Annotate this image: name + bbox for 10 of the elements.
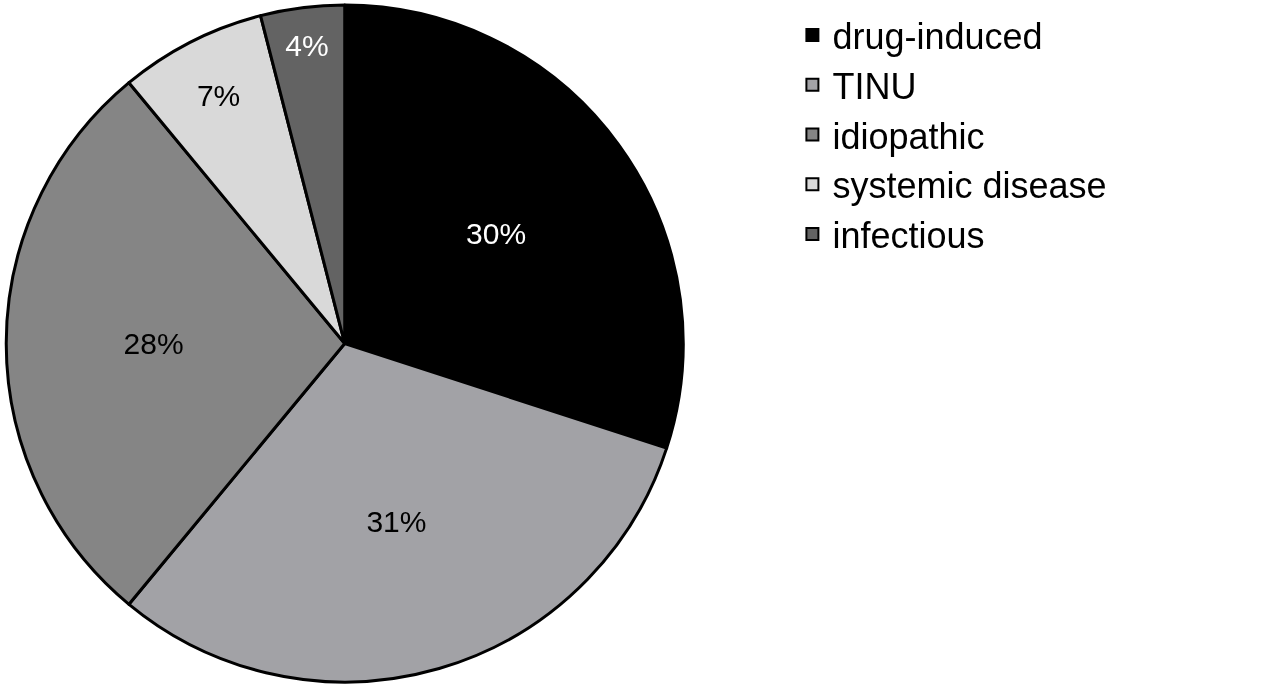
legend-label: drug-induced [832,15,1043,57]
legend-label: idiopathic [832,115,985,157]
data-label: 31% [366,504,427,538]
data-label: 7% [196,79,241,113]
data-label: 28% [123,327,184,360]
legend-label: systemic disease [832,165,1107,207]
legend-label: infectious [832,215,985,257]
legend-label: TINU [832,65,917,107]
data-label: 4% [285,28,329,62]
data-label: 30% [466,217,527,251]
